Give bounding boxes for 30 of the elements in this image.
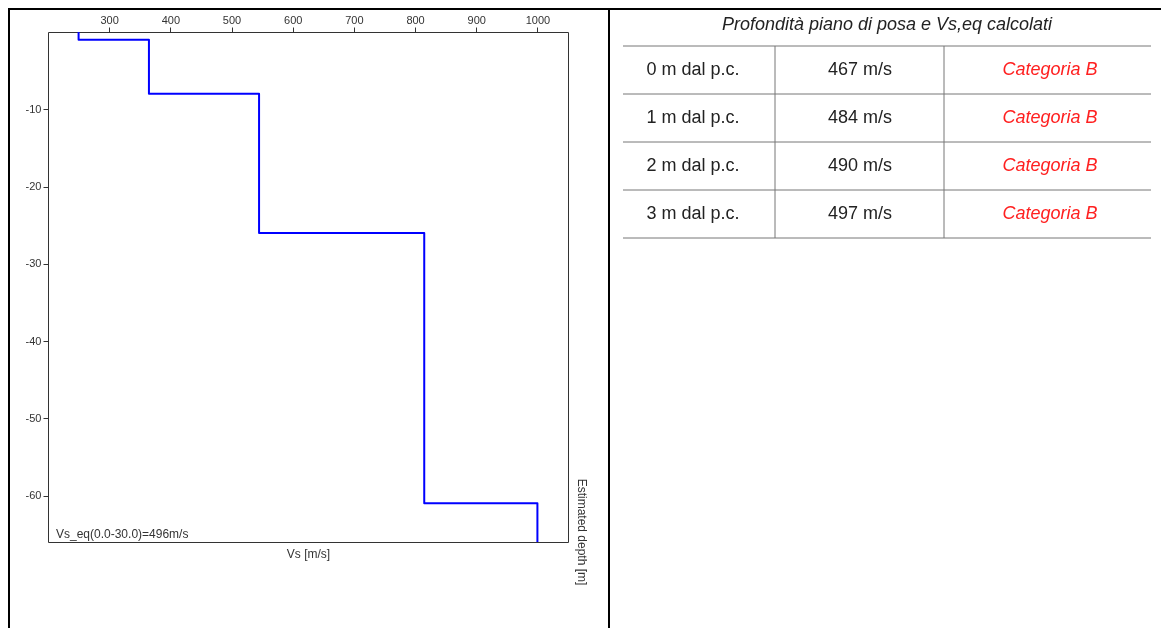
x-tick-label: 300	[100, 13, 119, 26]
x-axis-title: Vs [m/s]	[286, 546, 331, 561]
x-tick-label: 1000	[525, 13, 551, 26]
category-label: 2 m dal p.c.	[646, 155, 740, 175]
x-tick-label: 400	[161, 13, 181, 26]
category-label: 0 m dal p.c.	[646, 59, 740, 79]
y-axis-title: Estimated depth [m]	[574, 478, 589, 586]
text: Categoria B	[1002, 155, 1098, 175]
text: 484 m/s	[827, 107, 893, 127]
y-tick-label: -40	[25, 334, 42, 347]
category-label: 3 m dal p.c.	[646, 203, 740, 223]
y-tick-label: -30	[25, 257, 42, 270]
x-tick-label: 800	[406, 13, 425, 26]
annotation: Vs_eq(0.0-30.0)=496m/s	[56, 527, 189, 541]
text: 497 m/s	[827, 203, 893, 223]
y-tick-label: -10	[25, 102, 42, 115]
text: Categoria B	[1002, 107, 1098, 127]
text: Profondità piano di posa e Vs,eq calcolati	[721, 14, 1054, 34]
x-tick-label: 500	[222, 13, 242, 26]
x-tick-label: 900	[467, 13, 486, 26]
text: 467 m/s	[827, 59, 893, 79]
y-tick-label: -20	[25, 180, 42, 193]
y-tick-label: -60	[25, 489, 42, 502]
category-label: 1 m dal p.c.	[646, 107, 740, 127]
x-tick-label: 600	[284, 13, 303, 26]
x-tick-label: 700	[345, 13, 364, 26]
text: Categoria B	[1002, 59, 1098, 79]
text: Categoria B	[1002, 203, 1098, 223]
text: 490 m/s	[827, 155, 893, 175]
y-tick-label: -50	[25, 411, 42, 424]
